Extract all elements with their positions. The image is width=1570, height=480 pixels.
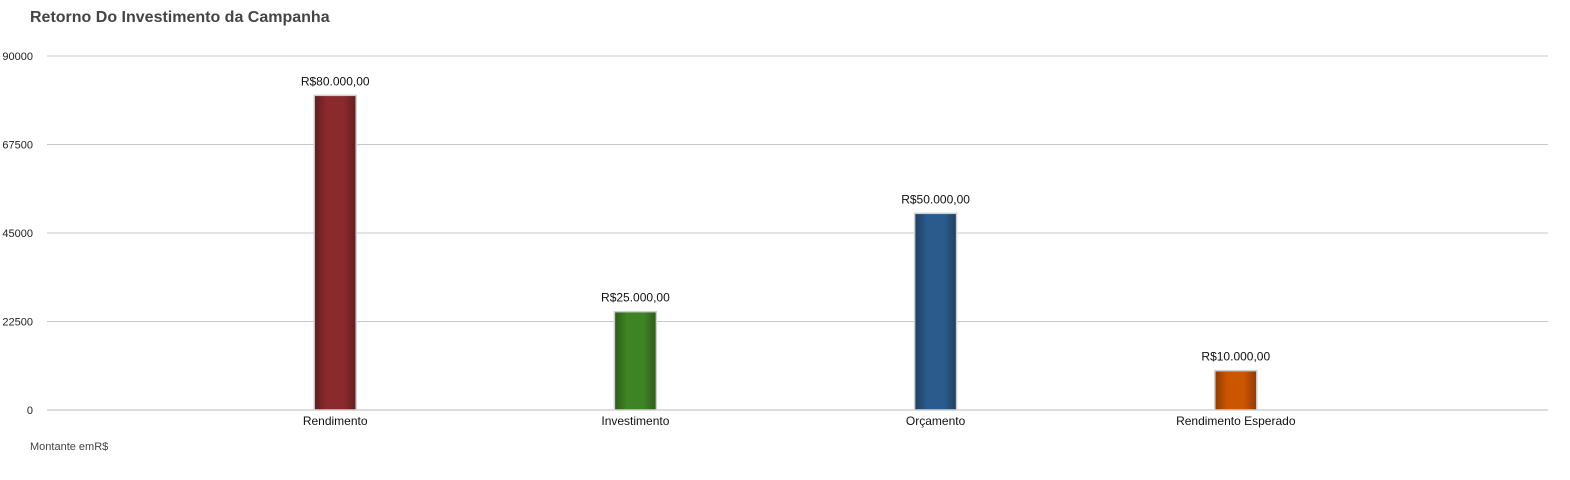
chart-footnote: Montante emR$: [30, 441, 109, 453]
data-label: R$80.000,00: [301, 74, 370, 88]
x-tick-label: Investimento: [601, 414, 669, 428]
bar: [313, 94, 357, 411]
bar: [1214, 369, 1258, 411]
data-label: R$50.000,00: [901, 192, 970, 206]
y-tick-label: 90000: [2, 51, 33, 63]
y-tick-label: 45000: [2, 228, 33, 240]
data-label: R$10.000,00: [1201, 350, 1270, 364]
y-tick-label: 22500: [2, 317, 33, 329]
x-tick-label: Orçamento: [906, 414, 966, 428]
y-tick-label: 67500: [2, 140, 33, 152]
bar: [913, 212, 958, 411]
bar: [613, 310, 658, 411]
x-tick-label: Rendimento Esperado: [1176, 414, 1296, 428]
x-tick-label: Rendimento: [303, 414, 368, 428]
y-tick-label: 0: [27, 405, 33, 417]
data-label: R$25.000,00: [601, 291, 670, 305]
chart-title: Retorno Do Investimento da Campanha: [30, 9, 330, 26]
